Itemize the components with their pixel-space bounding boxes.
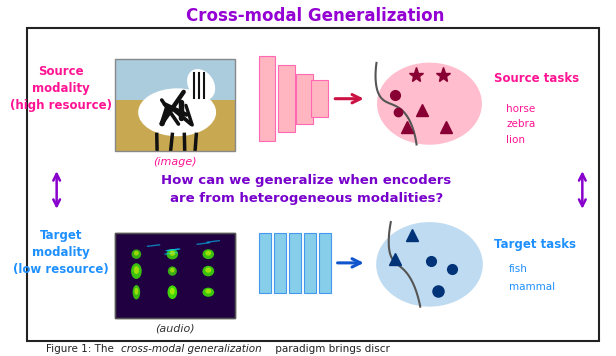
- Ellipse shape: [134, 288, 138, 295]
- Text: cross-modal generalization: cross-modal generalization: [121, 344, 262, 354]
- Ellipse shape: [168, 266, 177, 276]
- Ellipse shape: [205, 267, 211, 273]
- Text: Figure 1: The: Figure 1: The: [46, 344, 117, 354]
- Ellipse shape: [205, 251, 211, 256]
- Ellipse shape: [203, 266, 214, 276]
- FancyBboxPatch shape: [274, 233, 286, 293]
- Ellipse shape: [134, 251, 139, 256]
- Text: paradigm brings discr: paradigm brings discr: [272, 344, 391, 354]
- FancyBboxPatch shape: [259, 233, 270, 293]
- Text: Source
modality
(high resource): Source modality (high resource): [10, 65, 112, 112]
- FancyBboxPatch shape: [296, 74, 313, 124]
- Ellipse shape: [168, 286, 177, 299]
- Ellipse shape: [166, 249, 178, 260]
- Text: Cross-modal Generalization: Cross-modal Generalization: [187, 7, 445, 25]
- FancyBboxPatch shape: [312, 80, 328, 117]
- Text: fish
mammal: fish mammal: [509, 265, 555, 292]
- FancyBboxPatch shape: [115, 233, 235, 318]
- Text: (audio): (audio): [155, 324, 195, 334]
- Text: Target
modality
(low resource): Target modality (low resource): [13, 229, 108, 277]
- Ellipse shape: [134, 266, 139, 274]
- Text: (image): (image): [153, 157, 197, 167]
- FancyBboxPatch shape: [115, 59, 235, 100]
- Text: horse
zebra
lion: horse zebra lion: [506, 104, 535, 145]
- Ellipse shape: [169, 251, 175, 256]
- Ellipse shape: [376, 222, 483, 307]
- FancyBboxPatch shape: [289, 233, 301, 293]
- Ellipse shape: [170, 268, 174, 272]
- Ellipse shape: [170, 288, 175, 295]
- Ellipse shape: [205, 289, 211, 294]
- FancyBboxPatch shape: [318, 233, 331, 293]
- Ellipse shape: [203, 288, 214, 297]
- FancyBboxPatch shape: [304, 233, 315, 293]
- Ellipse shape: [377, 63, 482, 145]
- FancyBboxPatch shape: [259, 56, 275, 141]
- Text: Target tasks: Target tasks: [494, 238, 576, 251]
- Ellipse shape: [187, 69, 215, 100]
- FancyBboxPatch shape: [115, 100, 235, 151]
- Ellipse shape: [132, 285, 140, 299]
- Text: Source tasks: Source tasks: [494, 72, 580, 85]
- FancyBboxPatch shape: [26, 27, 599, 341]
- Ellipse shape: [203, 249, 214, 259]
- FancyBboxPatch shape: [278, 65, 295, 132]
- Ellipse shape: [138, 88, 216, 136]
- Ellipse shape: [132, 250, 141, 259]
- Ellipse shape: [131, 263, 142, 279]
- Text: How can we generalize when encoders
are from heterogeneous modalities?: How can we generalize when encoders are …: [161, 174, 452, 205]
